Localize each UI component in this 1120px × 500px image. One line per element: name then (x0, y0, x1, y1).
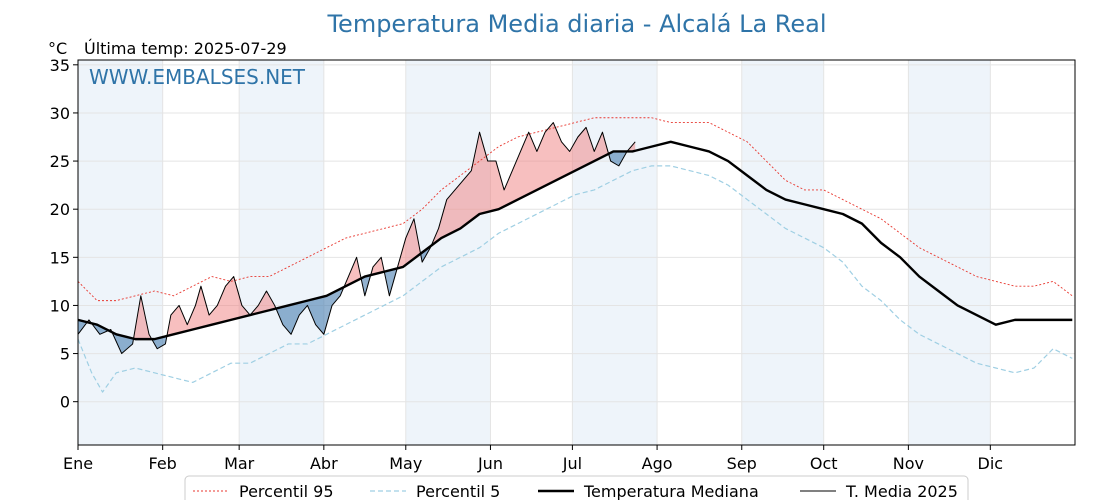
watermark: WWW.EMBALSES.NET (89, 65, 306, 89)
month-band-jul (572, 60, 658, 445)
legend-label-median: Temperatura Mediana (583, 482, 759, 500)
plot-area (77, 59, 1076, 446)
x-tick-label: Jul (562, 454, 582, 473)
y-tick-label: 30 (50, 104, 70, 123)
series-line-p95 (77, 117, 1073, 302)
x-tick-label: May (389, 454, 422, 473)
plot-frame (77, 59, 1076, 446)
legend-label-p5: Percentil 5 (416, 482, 500, 500)
x-axis: Ene Feb Mar Abr May Jun Jul Ago Sep Oct Nov Dic (63, 445, 1003, 473)
below-median-area (361, 275, 371, 296)
last-temp-label: Última temp: 2025-07-29 (84, 39, 287, 58)
above-median-area (166, 276, 276, 336)
legend-label-current: T. Media 2025 (845, 482, 958, 500)
month-band-mar (239, 60, 324, 445)
above-median-area (431, 122, 609, 246)
y-tick-label: 10 (50, 296, 70, 315)
y-tick-label: 25 (50, 152, 70, 171)
y-tick-label: 20 (50, 200, 70, 219)
x-tick-label: Ago (642, 454, 673, 473)
x-tick-label: Jun (477, 454, 503, 473)
series-line-p5 (77, 165, 1073, 393)
below-median-area (91, 323, 109, 335)
y-tick-label: 0 (60, 393, 70, 412)
x-tick-label: Ene (63, 454, 93, 473)
unit-label: °C (48, 39, 67, 58)
above-median-area (370, 257, 385, 276)
above-median-area (397, 218, 421, 269)
legend-box (184, 475, 969, 500)
above-median-area (133, 295, 152, 340)
x-tick-label: Mar (224, 454, 255, 473)
series-line-current (77, 122, 636, 355)
x-tick-label: Oct (810, 454, 838, 473)
below-median-area (384, 268, 398, 296)
month-band-nov (908, 60, 991, 445)
legend-label-p95: Percentil 95 (239, 482, 334, 500)
x-tick-label: Nov (893, 454, 924, 473)
y-axis: 0 5 10 15 20 25 30 35 (50, 56, 78, 412)
y-tick-label: 5 (60, 345, 70, 364)
x-tick-label: Abr (310, 454, 338, 473)
legend: Percentil 95 Percentil 5 Temperatura Media… (184, 475, 969, 500)
x-tick-label: Dic (978, 454, 1004, 473)
series-line-median (77, 140, 1073, 341)
month-band-ene (78, 60, 163, 445)
y-tick-label: 15 (50, 248, 70, 267)
below-median-area (420, 245, 432, 263)
y-tick-label: 35 (50, 56, 70, 75)
chart-title: Temperatura Media diaria - Alcalá La Rea… (326, 10, 826, 38)
x-tick-label: Feb (149, 454, 177, 473)
month-band-sep (741, 60, 824, 445)
x-tick-label: Sep (727, 454, 757, 473)
